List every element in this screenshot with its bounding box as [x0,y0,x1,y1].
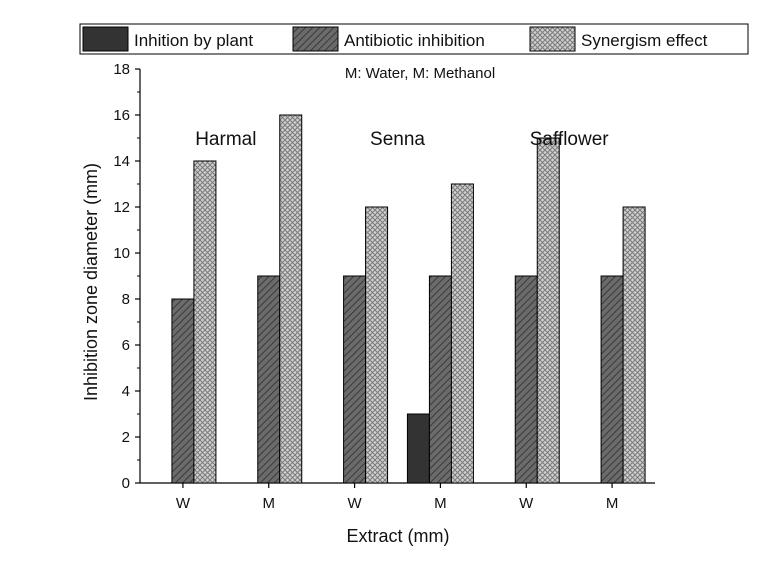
bar-antibiotic-inhibition [514,275,538,484]
legend-swatch-inhition-by-plant [82,26,129,52]
y-axis-title: Inhibition zone diameter (mm) [81,163,101,401]
x-tick-label: M [434,495,447,512]
y-tick-label: 14 [113,153,130,170]
bar-synergism-effect [536,137,560,484]
x-tick-label: W [347,495,362,512]
y-tick-label: 6 [122,337,130,354]
bar-synergism-effect [450,183,474,484]
legend-label: Synergism effect [581,31,708,50]
bar-antibiotic-inhibition [171,298,195,484]
legend-label: Antibiotic inhibition [344,31,485,50]
y-tick-label: 10 [113,245,130,262]
bar-synergism-effect [365,206,389,484]
y-tick-label: 4 [122,383,130,400]
legend: Inhition by plant Antibiotic inhibition Sy… [79,23,749,55]
legend-box [79,23,749,55]
bar-inhition-by-plant [406,413,430,484]
bar-antibiotic-inhibition [343,275,367,484]
y-tick-label: 12 [113,199,130,216]
plot-area: 0 2 4 6 8 10 12 14 16 18 W M W M W M Harmal Senna Safflowe… [113,61,655,512]
group-label: Safflower [530,129,610,150]
legend-swatch-synergism-effect [529,26,576,52]
bar-synergism-effect [193,160,217,484]
group-label: Senna [370,129,425,150]
x-axis-title: Extract (mm) [347,526,450,546]
y-tick-label: 0 [122,475,130,492]
y-tick-label: 8 [122,291,130,308]
group-label: Harmal [195,129,256,150]
bar-synergism-effect [622,206,646,484]
x-tick-label: M [263,495,276,512]
bar-synergism-effect [279,114,303,484]
bar-antibiotic-inhibition [428,275,452,484]
legend-label: Inhition by plant [134,31,253,50]
bar-antibiotic-inhibition [600,275,624,484]
y-tick-label: 18 [113,61,130,78]
x-tick-label: M [606,495,619,512]
bar-antibiotic-inhibition [257,275,281,484]
y-tick-label: 16 [113,107,130,124]
x-tick-label: W [519,495,534,512]
x-tick-label: W [176,495,191,512]
chart-annotation: M: Water, M: Methanol [345,65,495,82]
y-tick-label: 2 [122,429,130,446]
legend-swatch-antibiotic-inhibition [292,26,339,52]
